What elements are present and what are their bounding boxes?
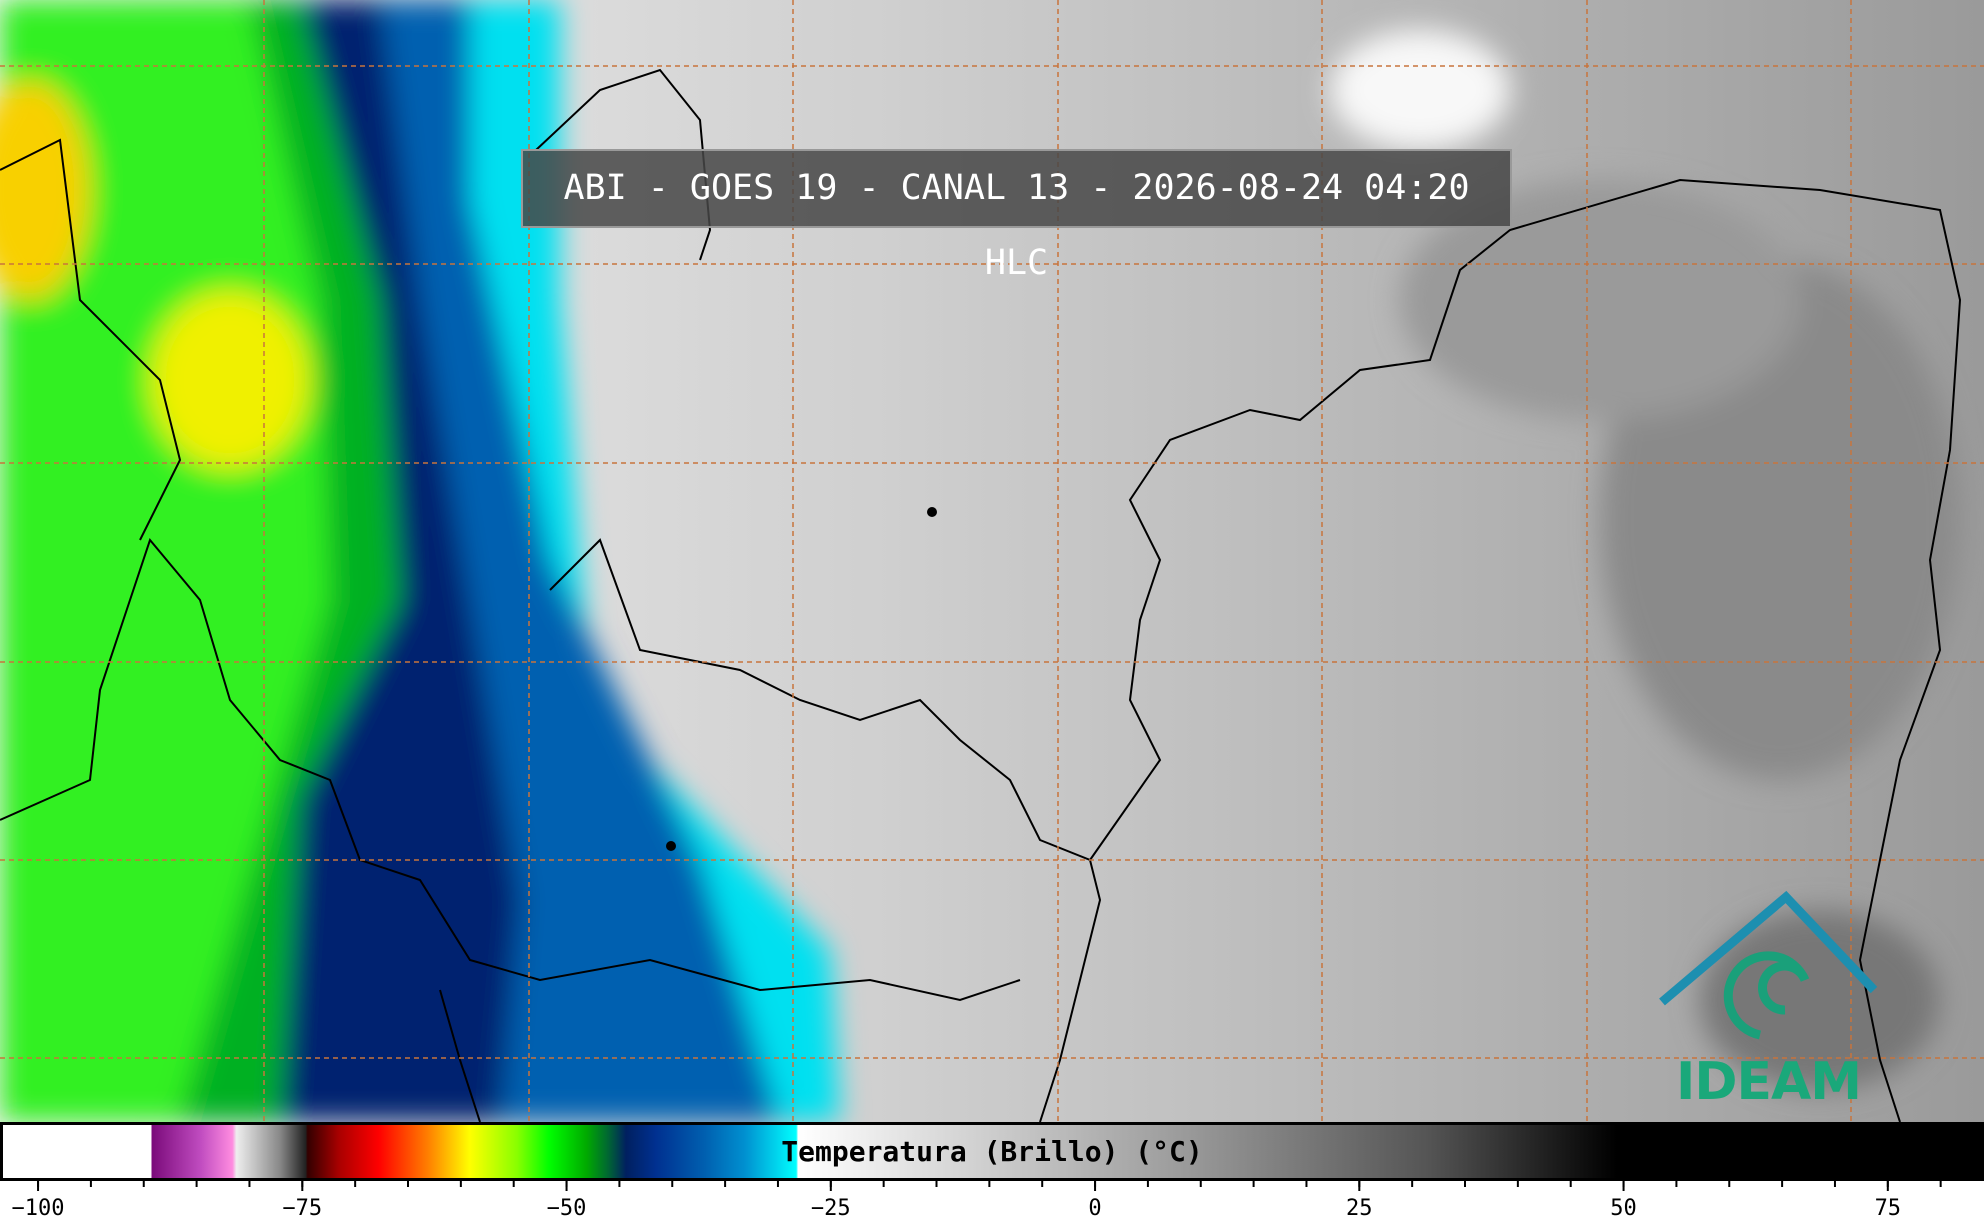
- tick-label: −25: [810, 1196, 851, 1221]
- title: ABI - GOES 19 - CANAL 13 - 2026-08-24 04…: [521, 149, 1512, 283]
- tick-label: −75: [282, 1196, 323, 1221]
- tick-label: 75: [1874, 1196, 1902, 1221]
- colorbar: [0, 1122, 1984, 1181]
- colorbar-label: Temperatura (Brillo) (°C): [781, 1135, 1203, 1168]
- tick-label: 50: [1610, 1196, 1637, 1221]
- tick-label: 0: [1088, 1196, 1102, 1221]
- tick-label: −50: [546, 1196, 587, 1221]
- tick-label: −100: [11, 1196, 65, 1221]
- logo: IDEAM: [1676, 1052, 1862, 1112]
- tick-label: 25: [1346, 1196, 1373, 1221]
